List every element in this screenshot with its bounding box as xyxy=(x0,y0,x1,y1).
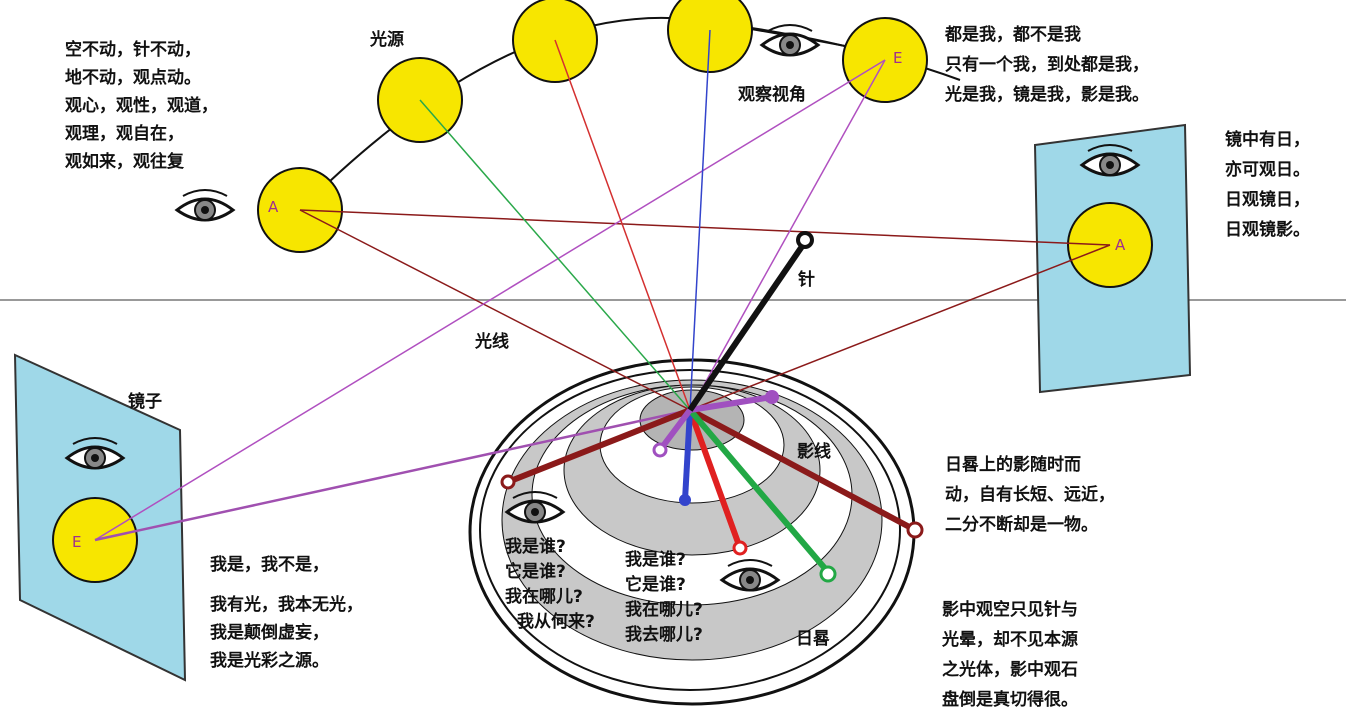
note-line: 地不动，观点动。 xyxy=(65,67,201,88)
label: 光源 xyxy=(369,29,404,50)
label: 影线 xyxy=(797,441,831,462)
notes: 空不动，针不动， 地不动，观点动。观心，观性，观道， 观理，观自在， 观如来，观往复 都… xyxy=(64,24,1310,710)
note-line: 光晕，却不见本源 xyxy=(941,629,1078,650)
note-line: 观如来，观往复 xyxy=(64,151,185,172)
note-line: 镜中有日， xyxy=(1225,129,1310,150)
note-line: 亦可观日。 xyxy=(1225,159,1310,180)
sun-label: A xyxy=(1115,236,1126,254)
sun-label: A xyxy=(268,198,279,216)
label: 日晷 xyxy=(796,629,830,649)
note-line: 我有光，我本无光， xyxy=(210,594,363,615)
label: 观察视角 xyxy=(737,84,806,105)
note-line: 影中观空只见针与 xyxy=(942,599,1078,620)
note-line: 我是，我不是， xyxy=(210,555,329,575)
note-line: 二分不断却是一物。 xyxy=(945,514,1098,535)
note-line: 我是光彩之源。 xyxy=(210,650,329,671)
note-line: 我是谁? xyxy=(505,536,566,557)
label: 针 xyxy=(798,269,815,290)
note-line: 我去哪儿? xyxy=(625,624,703,645)
note-line: 盘倒是真切得很。 xyxy=(942,689,1078,710)
note-line: 观理，观自在， xyxy=(64,123,184,144)
note-line: 日观镜日， xyxy=(1225,189,1310,210)
note-line: 空不动，针不动， xyxy=(65,39,201,60)
note-line: 它是谁? xyxy=(505,561,566,582)
note-line: 观心，观性，观道， xyxy=(64,95,218,116)
note-line: 日晷上的影随时而 xyxy=(945,454,1081,475)
note-line: 我是颠倒虚妄， xyxy=(210,622,329,643)
note-line: 我在哪儿? xyxy=(505,586,583,607)
sun-label: E xyxy=(72,533,81,551)
note-line: 只有一个我，到处都是我， xyxy=(945,54,1149,75)
sun-label: E xyxy=(893,49,902,67)
note-line: 日观镜影。 xyxy=(1225,219,1310,240)
note-line: 它是谁? xyxy=(625,574,686,595)
note-line: 光是我，镜是我，影是我。 xyxy=(944,84,1149,105)
label: 光线 xyxy=(474,331,509,352)
note-line: 都是我，都不是我 xyxy=(944,24,1081,45)
note-line: 我在哪儿? xyxy=(625,599,703,620)
label: 镜子 xyxy=(128,391,162,412)
note-line: 我是谁? xyxy=(625,549,686,570)
note-line: 我从何来? xyxy=(517,611,595,632)
rays xyxy=(94,29,1111,542)
note-line: 之光体，影中观石 xyxy=(942,659,1078,680)
note-line: 动，自有长短、远近， xyxy=(945,484,1115,505)
shadow-lines xyxy=(500,231,924,583)
